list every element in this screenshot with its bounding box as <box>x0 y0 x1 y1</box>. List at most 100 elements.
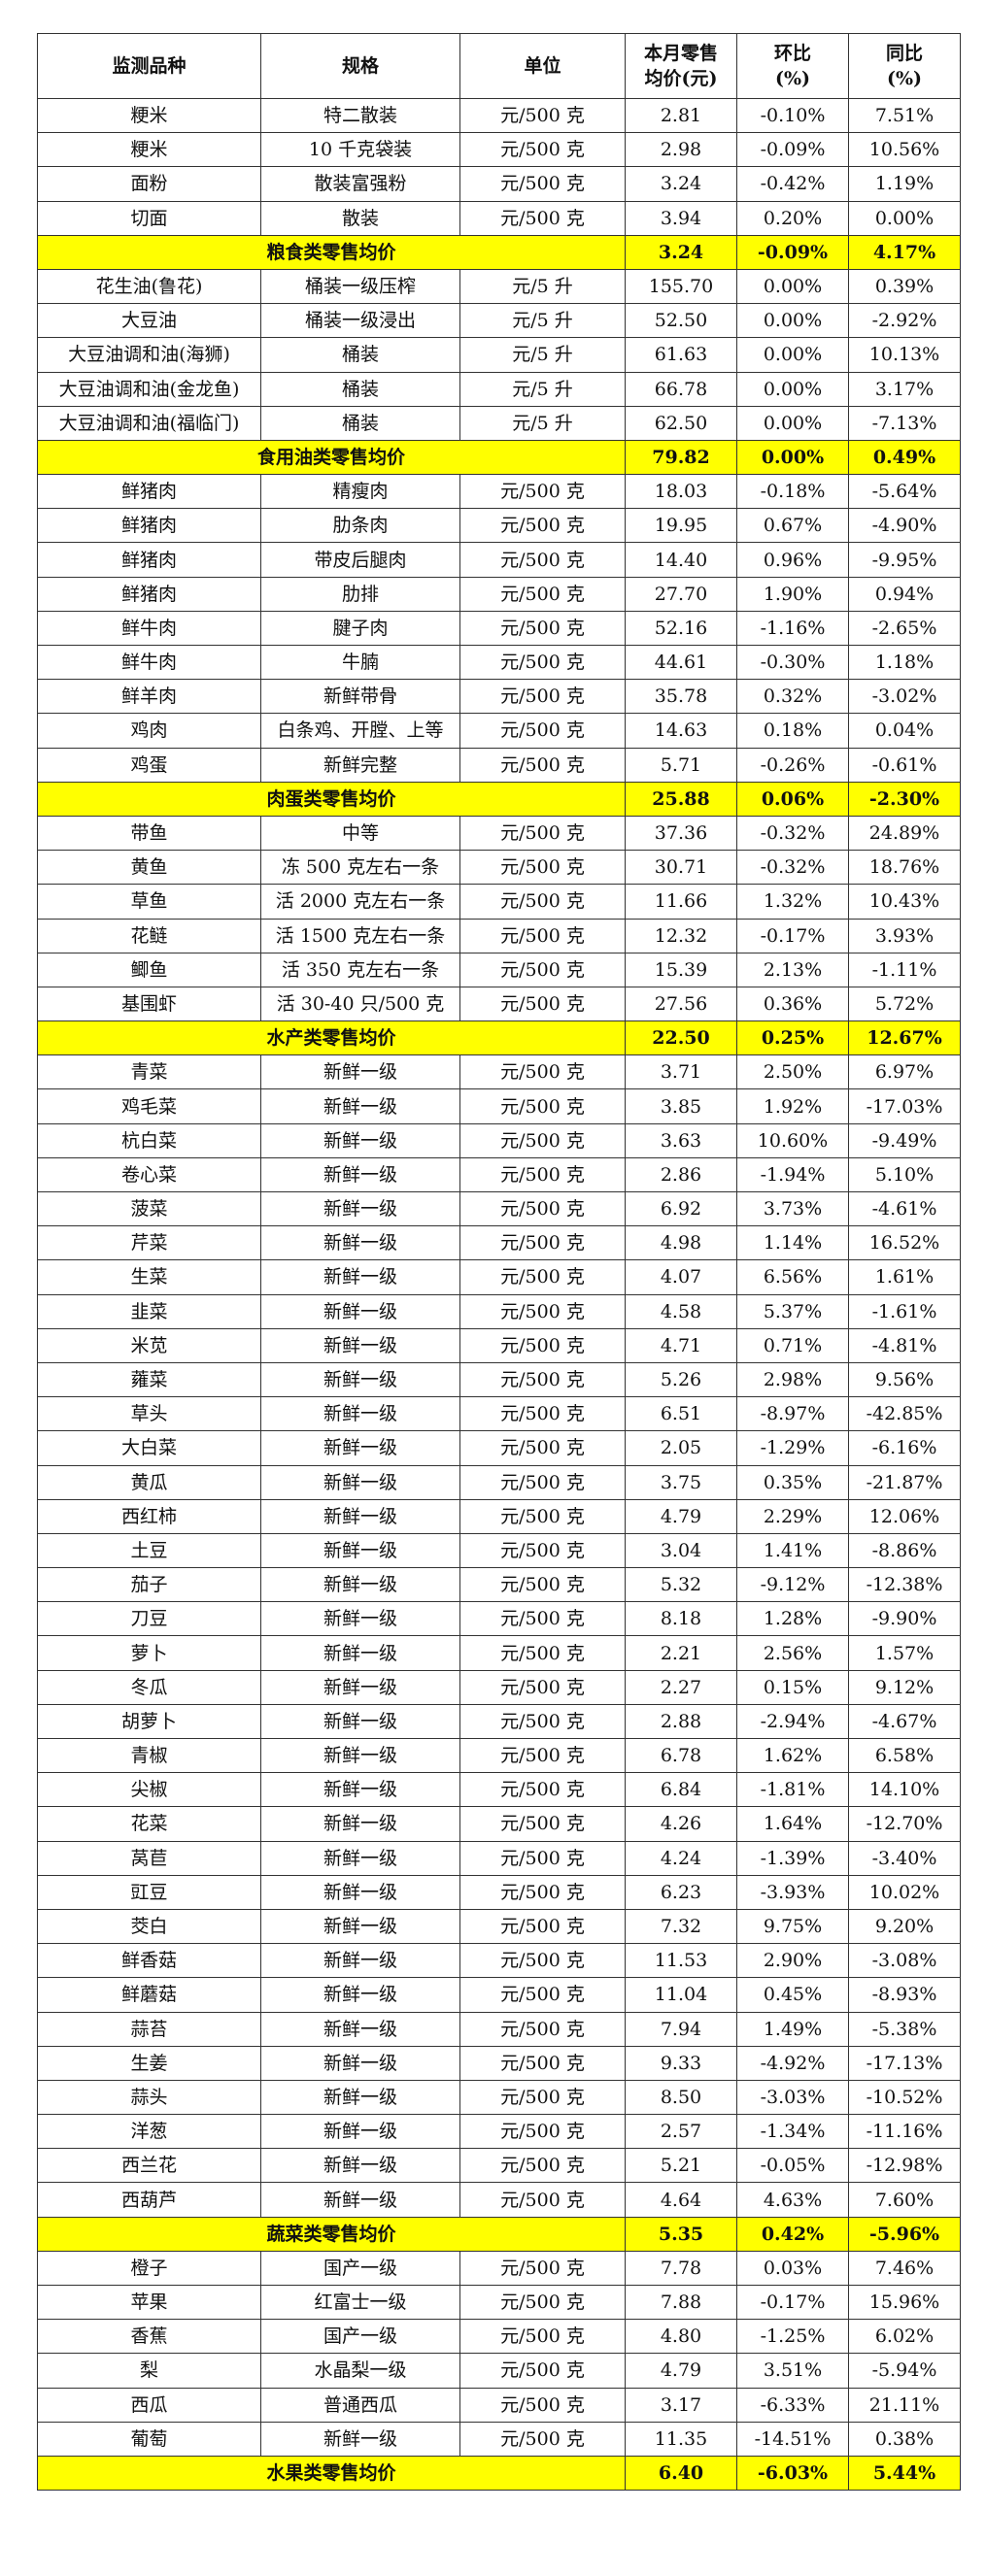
yoy-cell: -8.86% <box>848 1532 961 1569</box>
header-yoy-line2: (%) <box>886 68 923 89</box>
price-cell: 52.16 <box>625 610 737 647</box>
price-cell: 30.71 <box>625 850 737 886</box>
table-row: 鸡肉 白条鸡、开膛、上等 元/500 克 14.63 0.18% 0.04% <box>37 713 961 749</box>
average-price-cell: 3.24 <box>625 234 737 270</box>
average-yoy-cell: -2.30% <box>848 781 961 817</box>
price-cell: 3.63 <box>625 1122 737 1158</box>
price-cell: 2.88 <box>625 1703 737 1740</box>
item-name-cell: 西葫芦 <box>37 2182 261 2218</box>
mom-cell: -1.94% <box>736 1156 849 1193</box>
table-row: 苹果 红富士一级 元/500 克 7.88 -0.17% 15.96% <box>37 2284 961 2321</box>
item-name-cell: 萝卜 <box>37 1635 261 1671</box>
unit-cell: 元/500 克 <box>459 1225 626 1261</box>
yoy-cell: -3.02% <box>848 679 961 715</box>
item-name-cell: 鲜蘑菇 <box>37 1977 261 2013</box>
spec-cell: 活 30-40 只/500 克 <box>260 986 460 1022</box>
item-name-cell: 草头 <box>37 1396 261 1432</box>
spec-cell: 白条鸡、开膛、上等 <box>260 713 460 749</box>
yoy-cell: -7.13% <box>848 405 961 441</box>
yoy-cell: -12.98% <box>848 2148 961 2184</box>
spec-cell: 10 千克袋装 <box>260 132 460 168</box>
table-row: 大白菜 新鲜一级 元/500 克 2.05 -1.29% -6.16% <box>37 1430 961 1466</box>
spec-cell: 新鲜一级 <box>260 1669 460 1705</box>
yoy-cell: 10.13% <box>848 337 961 373</box>
item-name-cell: 芹菜 <box>37 1225 261 1261</box>
unit-cell: 元/500 克 <box>459 918 626 953</box>
price-cell: 12.32 <box>625 918 737 953</box>
item-name-cell: 鲜猪肉 <box>37 474 261 510</box>
price-cell: 6.84 <box>625 1772 737 1808</box>
yoy-cell: 18.76% <box>848 850 961 886</box>
category-average-label: 粮食类零售均价 <box>37 234 626 270</box>
mom-cell: 1.90% <box>736 576 849 612</box>
mom-cell: 1.41% <box>736 1532 849 1569</box>
header-yoy: 同比 (%) <box>848 33 961 99</box>
mom-cell: -14.51% <box>736 2421 849 2457</box>
mom-cell: -0.17% <box>736 918 849 953</box>
yoy-cell: -10.52% <box>848 2079 961 2116</box>
table-row: 西红柿 新鲜一级 元/500 克 4.79 2.29% 12.06% <box>37 1498 961 1534</box>
yoy-cell: 9.56% <box>848 1361 961 1398</box>
mom-cell: 3.73% <box>736 1190 849 1227</box>
mom-cell: 0.36% <box>736 986 849 1022</box>
item-name-cell: 鲫鱼 <box>37 952 261 987</box>
spec-cell: 新鲜一级 <box>260 1156 460 1193</box>
average-price-cell: 22.50 <box>625 1020 737 1056</box>
mom-cell: 2.90% <box>736 1943 849 1979</box>
yoy-cell: -3.40% <box>848 1840 961 1876</box>
yoy-cell: -4.61% <box>848 1190 961 1227</box>
unit-cell: 元/500 克 <box>459 1601 626 1637</box>
mom-cell: 1.62% <box>736 1737 849 1774</box>
mom-cell: -1.39% <box>736 1840 849 1876</box>
spec-cell: 散装富强粉 <box>260 166 460 202</box>
spec-cell: 活 2000 克左右一条 <box>260 884 460 920</box>
mom-cell: -1.16% <box>736 610 849 647</box>
price-cell: 6.51 <box>625 1396 737 1432</box>
yoy-cell: -3.08% <box>848 1943 961 1979</box>
mom-cell: -0.10% <box>736 97 849 134</box>
item-name-cell: 西红柿 <box>37 1498 261 1534</box>
header-price-line2: 均价(元) <box>644 68 718 89</box>
table-row: 鲜猪肉 肋排 元/500 克 27.70 1.90% 0.94% <box>37 576 961 612</box>
price-cell: 7.88 <box>625 2284 737 2321</box>
price-cell: 5.21 <box>625 2148 737 2184</box>
spec-cell: 特二散装 <box>260 97 460 134</box>
mom-cell: 0.00% <box>736 405 849 441</box>
item-name-cell: 莴苣 <box>37 1840 261 1876</box>
price-cell: 27.70 <box>625 576 737 612</box>
unit-cell: 元/500 克 <box>459 1806 626 1842</box>
price-cell: 62.50 <box>625 405 737 441</box>
price-cell: 4.98 <box>625 1225 737 1261</box>
price-cell: 155.70 <box>625 268 737 305</box>
item-name-cell: 土豆 <box>37 1532 261 1569</box>
mom-cell: 2.98% <box>736 1361 849 1398</box>
yoy-cell: 6.97% <box>848 1054 961 1090</box>
table-row: 生姜 新鲜一级 元/500 克 9.33 -4.92% -17.13% <box>37 2045 961 2081</box>
category-average-row: 肉蛋类零售均价 25.88 0.06% -2.30% <box>37 781 961 817</box>
spec-cell: 新鲜一级 <box>260 1737 460 1774</box>
spec-cell: 新鲜一级 <box>260 1054 460 1090</box>
price-cell: 44.61 <box>625 644 737 681</box>
spec-cell: 桶装一级浸出 <box>260 303 460 339</box>
average-yoy-cell: 12.67% <box>848 1020 961 1056</box>
price-cell: 4.79 <box>625 1498 737 1534</box>
price-cell: 61.63 <box>625 337 737 373</box>
spec-cell: 国产一级 <box>260 2319 460 2355</box>
header-price: 本月零售 均价(元) <box>625 33 737 99</box>
mom-cell: 1.49% <box>736 2011 849 2047</box>
spec-cell: 新鲜一级 <box>260 1225 460 1261</box>
price-cell: 3.24 <box>625 166 737 202</box>
spec-cell: 新鲜一级 <box>260 1943 460 1979</box>
table-row: 冬瓜 新鲜一级 元/500 克 2.27 0.15% 9.12% <box>37 1669 961 1705</box>
item-name-cell: 鸡蛋 <box>37 747 261 783</box>
yoy-cell: 0.94% <box>848 576 961 612</box>
average-mom-cell: 0.42% <box>736 2216 849 2252</box>
spec-cell: 新鲜一级 <box>260 2421 460 2457</box>
spec-cell: 桶装 <box>260 337 460 373</box>
unit-cell: 元/500 克 <box>459 1293 626 1329</box>
unit-cell: 元/500 克 <box>459 542 626 578</box>
mom-cell: 4.63% <box>736 2182 849 2218</box>
table-row: 胡萝卜 新鲜一级 元/500 克 2.88 -2.94% -4.67% <box>37 1703 961 1740</box>
price-cell: 3.94 <box>625 200 737 236</box>
item-name-cell: 黄瓜 <box>37 1464 261 1500</box>
